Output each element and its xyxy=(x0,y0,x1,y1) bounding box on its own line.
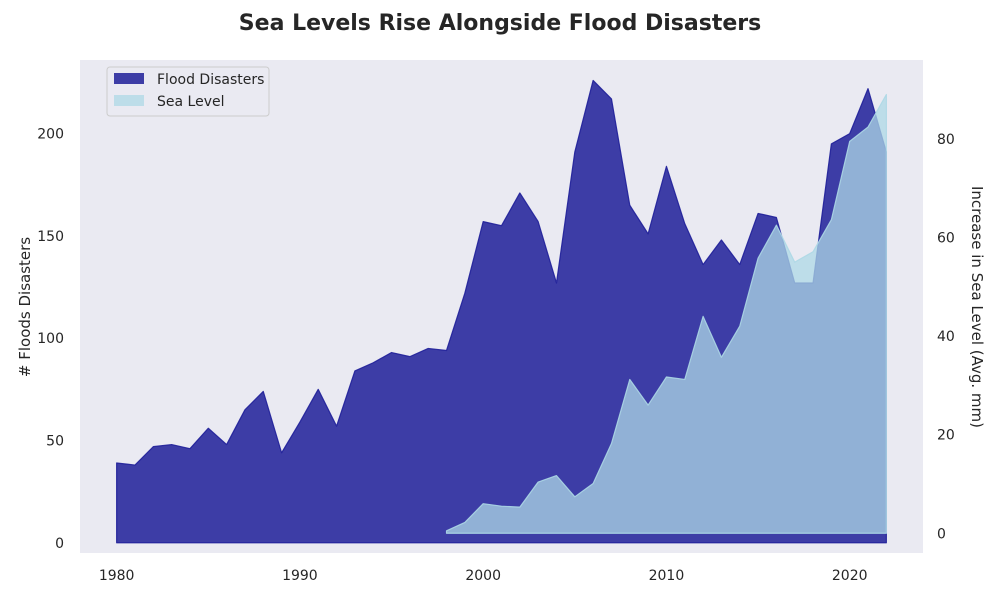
x-tick-label: 2020 xyxy=(832,568,868,584)
right-y-axis-ticks: 0 20 40 60 80 xyxy=(937,132,955,542)
legend: Flood Disasters Sea Level xyxy=(106,66,270,117)
left-y-tick-label: 0 xyxy=(55,536,64,552)
left-y-tick-label: 100 xyxy=(37,331,64,347)
legend-label-sea-level: Sea Level xyxy=(157,94,224,110)
x-tick-label: 1980 xyxy=(99,568,135,584)
legend-swatch-flood-disasters xyxy=(114,73,144,84)
right-y-tick-label: 0 xyxy=(937,526,946,542)
left-y-tick-label: 200 xyxy=(37,127,64,143)
left-y-axis-label: # Floods Disasters xyxy=(16,237,34,377)
right-y-tick-label: 40 xyxy=(937,329,955,345)
series-areas xyxy=(116,79,887,544)
right-y-tick-label: 80 xyxy=(937,132,955,148)
x-tick-label: 1990 xyxy=(282,568,318,584)
legend-label-flood-disasters: Flood Disasters xyxy=(157,72,264,88)
area-sea-level xyxy=(445,93,887,534)
left-y-axis-ticks: 0 50 100 150 200 xyxy=(37,127,64,552)
right-y-tick-label: 60 xyxy=(937,230,955,246)
chart-title: Sea Levels Rise Alongside Flood Disaster… xyxy=(239,11,761,36)
left-y-tick-label: 150 xyxy=(37,229,64,245)
x-tick-label: 2000 xyxy=(465,568,501,584)
left-y-tick-label: 50 xyxy=(46,433,64,449)
right-y-tick-label: 20 xyxy=(937,428,955,444)
right-y-axis-label: Increase in Sea Level (Avg. mm) xyxy=(968,186,986,428)
legend-box xyxy=(106,66,270,117)
x-tick-label: 2010 xyxy=(649,568,685,584)
legend-swatch-sea-level xyxy=(114,95,144,106)
x-axis-ticks: 1980 1990 2000 2010 2020 xyxy=(99,568,868,584)
